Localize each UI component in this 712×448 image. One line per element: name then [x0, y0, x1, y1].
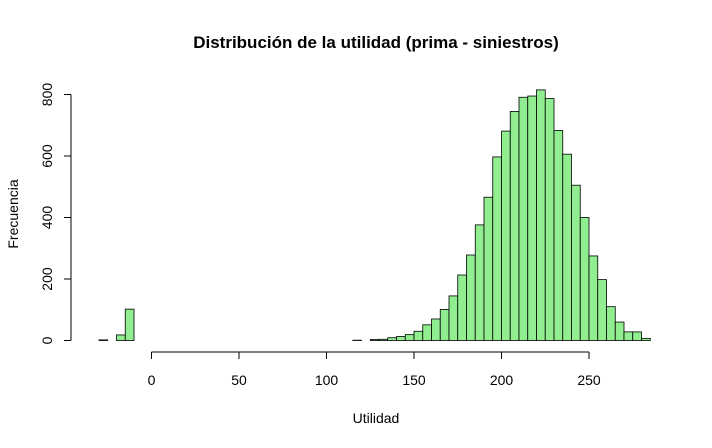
histogram-bar	[544, 98, 555, 341]
histogram-bar	[606, 306, 616, 341]
histogram-bars	[98, 89, 651, 341]
histogram-bar	[632, 331, 642, 341]
y-tick-label: 400	[39, 206, 55, 230]
histogram-bar	[369, 339, 380, 341]
y-tick-label: 0	[39, 336, 55, 344]
y-axis-title: Frecuencia	[5, 179, 21, 248]
x-axis-title: Utilidad	[353, 410, 400, 426]
chart-title: Distribución de la utilidad (prima - sin…	[193, 33, 559, 52]
histogram-bar	[641, 337, 651, 341]
x-tick-label: 150	[402, 372, 426, 388]
histogram-bar	[501, 130, 511, 341]
histogram-bar	[396, 336, 406, 341]
histogram-bar	[448, 295, 459, 341]
x-axis: 0 50 100 150 200 250	[148, 351, 601, 388]
histogram-bar	[124, 308, 135, 341]
histogram-bar	[527, 95, 537, 341]
histogram-bar	[536, 89, 546, 341]
histogram-bar	[413, 330, 424, 341]
y-tick-label: 600	[39, 144, 55, 168]
histogram-bar	[466, 254, 476, 341]
x-tick-label: 250	[577, 372, 601, 388]
histogram-bar	[116, 334, 126, 341]
histogram-bar	[457, 274, 467, 341]
histogram-bar	[474, 224, 485, 341]
histogram-bar	[492, 156, 502, 341]
histogram-bar	[431, 318, 441, 341]
histogram-bar	[518, 96, 529, 341]
histogram-bar	[387, 337, 397, 341]
histogram-bar	[509, 111, 520, 341]
histogram-bar	[378, 338, 389, 341]
histogram-bar	[562, 153, 572, 341]
histogram-bar	[422, 324, 432, 341]
histogram-bar	[623, 331, 634, 341]
histogram-bar	[439, 309, 450, 341]
histogram-bar	[588, 255, 599, 341]
histogram-bar	[553, 130, 564, 341]
x-tick-label: 100	[315, 372, 339, 388]
histogram-bar	[404, 334, 415, 341]
histogram-bar	[579, 217, 590, 341]
histogram-bar	[597, 279, 607, 341]
histogram-bar	[571, 184, 581, 341]
y-tick-label: 200	[39, 267, 55, 291]
x-tick-label: 0	[148, 372, 156, 388]
x-tick-label: 50	[231, 372, 247, 388]
histogram-bar	[483, 196, 494, 341]
histogram-bar	[98, 339, 109, 341]
x-tick-label: 200	[490, 372, 514, 388]
histogram-bar	[614, 321, 625, 341]
y-tick-label: 800	[39, 83, 55, 107]
y-axis: 0 200 400 600 800	[39, 83, 72, 344]
